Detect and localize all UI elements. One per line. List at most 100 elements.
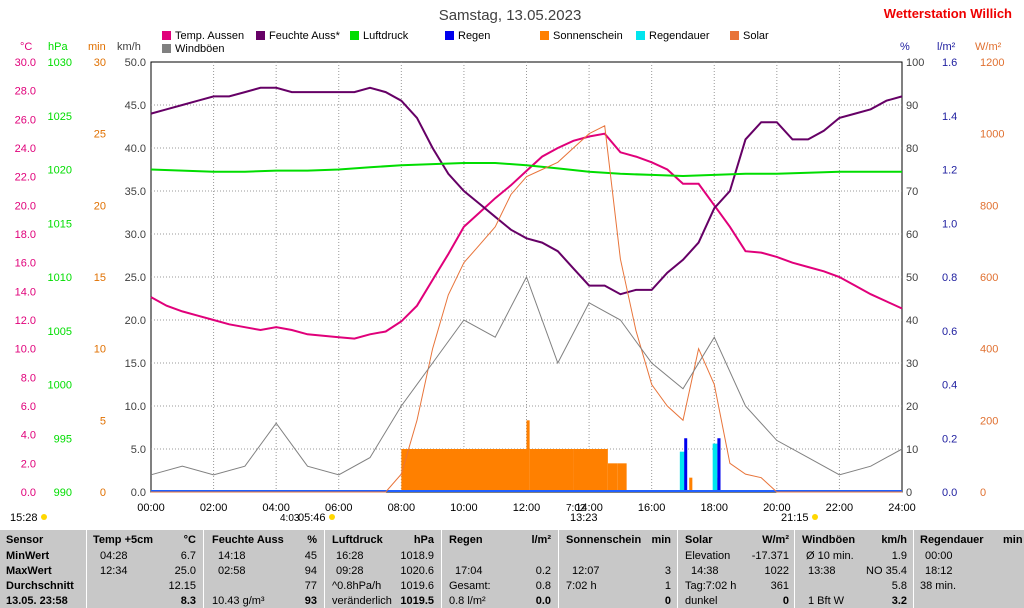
legend-swatch-humidity [256, 31, 265, 40]
tick-wind: 20.0 [125, 315, 146, 327]
tick-pressure: 990 [54, 487, 72, 499]
tick-solar: 600 [980, 272, 998, 284]
table-cell: -17.371 [751, 550, 789, 562]
table-cell: 0 [664, 595, 671, 607]
table-cell: 0.8 [535, 580, 551, 592]
table-cell: 1022 [764, 565, 789, 577]
table-cell: 1020.6 [400, 565, 434, 577]
table-cell: 02:58 [218, 565, 246, 577]
table-row-label: Durchschnitt [6, 580, 74, 592]
table-divider [203, 530, 204, 608]
legend-swatch-rain [445, 31, 454, 40]
table-unit: % [307, 534, 317, 546]
unit-wind: km/h [117, 41, 141, 53]
left-axes: 0.0 2.0 4.0 6.0 8.0 10.0 12.0 14.0 16.0 18.0 20.0 2… [15, 57, 146, 499]
table-divider [913, 530, 914, 608]
table-header: Sonnenschein [566, 534, 642, 546]
weather-chart: Samstag, 13.05.2023 Wetterstation Willic… [10, 6, 1012, 524]
sunshine-bar [689, 477, 693, 492]
tick-temp: 4.0 [21, 430, 36, 442]
table-cell: 93 [304, 595, 317, 607]
rain-bar [717, 438, 721, 492]
tick-solar: 1200 [980, 57, 1004, 69]
table-divider [324, 530, 325, 608]
table-col-humidity: Feuchte Auss % 14:18 45 02:58 94 77 10.4… [205, 530, 323, 608]
legend-label-rain: Regen [458, 30, 490, 42]
tick-rain: 0.4 [942, 380, 957, 392]
tick-temp: 26.0 [15, 114, 36, 126]
table-cell: 14:18 [218, 550, 246, 562]
table-cell: 3.2 [891, 595, 907, 607]
sunshine-bar [401, 449, 527, 492]
tick-wind: 5.0 [131, 444, 146, 456]
legend-swatch-sunshine [540, 31, 549, 40]
table-cell: 12.15 [168, 580, 196, 592]
table-unit: min [651, 534, 671, 546]
series-line-pressure [150, 162, 902, 178]
unit-solar: W/m² [975, 41, 1002, 53]
tick-rain: 1.4 [942, 111, 957, 123]
table-cell: 18:12 [925, 565, 953, 577]
table-cell: 1 Bft W [808, 595, 845, 607]
tick-pressure: 1000 [48, 380, 72, 392]
series-line-humidity [150, 86, 903, 296]
table-cell: 77 [304, 580, 317, 592]
tick-pressure: 1005 [48, 326, 72, 338]
right-axes: 0 10 20 30 40 50 60 70 80 90 100 0.0 0.2 0.4 0.6 0.8 1.0… [906, 57, 1004, 499]
table-header: Regendauer [920, 534, 984, 546]
tick-temp: 22.0 [15, 172, 36, 184]
table-unit: W/m² [762, 534, 789, 546]
tick-humidity: 20 [906, 401, 918, 413]
tick-humidity: 80 [906, 143, 918, 155]
station-name: Wetterstation Willich [884, 6, 1012, 21]
table-cell: 25.0 [174, 565, 196, 577]
tick-pressure: 1020 [48, 165, 72, 177]
legend-label-humidity: Feuchte Auss* [269, 30, 341, 42]
table-col-temp: Temp +5cm °C 04:28 6.7 12:34 25.0 12.15 … [88, 530, 202, 608]
stats-table: Sensor MinWert MaxWert Durchschnitt 13.0… [0, 530, 1024, 608]
table-cell: 17:04 [455, 565, 483, 577]
table-cell: 1 [664, 580, 671, 592]
moonrise-label: 7:02 [566, 503, 586, 514]
tick-wind: 50.0 [125, 57, 146, 69]
table-header: Solar [685, 534, 713, 546]
tick-humidity: 50 [906, 272, 918, 284]
series-line-solar [151, 125, 902, 493]
tick-minutes: 10 [94, 344, 106, 356]
rainduration-bar [712, 443, 718, 492]
legend-label-solar: Solar [743, 30, 769, 42]
tick-temp: 8.0 [21, 372, 36, 384]
tick-temp: 20.0 [15, 200, 36, 212]
x-tick-label: 16:00 [638, 502, 666, 514]
tick-wind: 15.0 [125, 358, 146, 370]
x-tick-label: 12:00 [513, 502, 541, 514]
tick-pressure: 1010 [48, 272, 72, 284]
legend-swatch-pressure [350, 31, 359, 40]
table-cell: 0.8 l/m² [449, 595, 486, 607]
table-row-label: 13.05. 23:58 [6, 595, 68, 607]
table-cell: 45 [304, 550, 317, 562]
tick-minutes: 20 [94, 200, 106, 212]
tick-rain: 1.2 [942, 165, 957, 177]
table-header: Feuchte Auss [212, 534, 284, 546]
table-col-pressure: Luftdruck hPa 16:28 1018.9 09:28 1020.6 … [326, 530, 440, 608]
table-cell: Ø 10 min. [806, 550, 854, 562]
table-header: Temp +5cm [93, 534, 154, 546]
x-tick-label: 02:00 [200, 502, 228, 514]
table-cell: dunkel [685, 595, 718, 607]
table-divider [558, 530, 559, 608]
tick-temp: 30.0 [15, 57, 36, 69]
x-tick-label: 04:00 [262, 502, 290, 514]
table-divider [86, 530, 87, 608]
table-cell: 5.8 [891, 580, 907, 592]
tick-pressure: 1015 [48, 218, 72, 230]
table-cell: 1018.9 [400, 550, 434, 562]
tick-minutes: 0 [100, 487, 106, 499]
table-header: Regen [449, 534, 483, 546]
tick-wind: 25.0 [125, 272, 146, 284]
tick-solar: 400 [980, 344, 998, 356]
table-cell: Tag:7:02 h [685, 580, 737, 592]
table-header: Sensor [6, 534, 44, 546]
table-divider [794, 530, 795, 608]
